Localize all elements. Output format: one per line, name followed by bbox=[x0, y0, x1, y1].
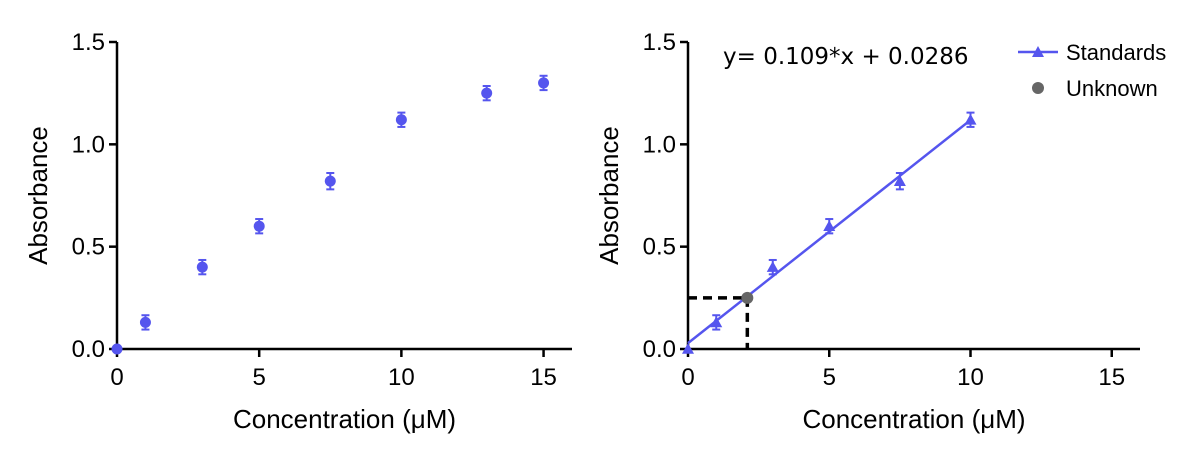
data-point bbox=[538, 77, 550, 89]
chart-1: 0.0 0.5 1.0 1.5 0 5 10 15 Concentration (μM) Abso… bbox=[23, 29, 572, 434]
data-point bbox=[139, 316, 151, 328]
y-axis-label: Absorbance bbox=[23, 126, 53, 265]
data-point-triangle bbox=[823, 220, 836, 231]
data-point-triangle bbox=[766, 261, 779, 272]
legend-label-standards: Standards bbox=[1066, 40, 1166, 65]
y-tick-label: 0.5 bbox=[72, 234, 105, 261]
data-point bbox=[324, 175, 336, 187]
y-tick-label: 0.5 bbox=[643, 234, 676, 261]
y-axis-label: Absorbance bbox=[594, 126, 624, 265]
data-point-triangle bbox=[893, 175, 906, 186]
y-tick-label: 0.0 bbox=[643, 336, 676, 363]
y-tick-label: 0.0 bbox=[72, 336, 105, 363]
data-point-triangle bbox=[964, 113, 977, 125]
legend-label-unknown: Unknown bbox=[1066, 76, 1158, 101]
data-point bbox=[395, 114, 407, 126]
x-tick-label: 5 bbox=[253, 364, 266, 391]
data-point-triangle bbox=[682, 343, 694, 354]
unknown-point bbox=[741, 291, 754, 304]
legend-circle-icon bbox=[1032, 82, 1044, 94]
legend: Standards Unknown bbox=[1018, 40, 1166, 101]
y-tick-label: 1.0 bbox=[72, 131, 105, 158]
x-tick-label: 10 bbox=[388, 364, 415, 391]
x-tick-label: 15 bbox=[1098, 364, 1125, 391]
x-tick-label: 15 bbox=[530, 364, 557, 391]
data-point-triangle bbox=[710, 316, 723, 328]
data-point bbox=[481, 87, 493, 99]
y-tick-label: 1.5 bbox=[643, 29, 676, 56]
y-tick-label: 1.5 bbox=[72, 29, 105, 56]
x-axis-label: Concentration (μM) bbox=[802, 404, 1025, 434]
x-tick-label: 10 bbox=[957, 364, 984, 391]
x-tick-label: 0 bbox=[110, 364, 123, 391]
legend-triangle-icon bbox=[1032, 46, 1044, 57]
data-point bbox=[253, 220, 265, 232]
x-tick-label: 5 bbox=[823, 364, 836, 391]
chart-2: 0.0 0.5 1.0 1.5 0 5 10 15 Concentration (μM) Abso… bbox=[594, 29, 1166, 434]
data-point bbox=[111, 343, 123, 355]
x-axis-label: Concentration (μM) bbox=[233, 404, 456, 434]
x-tick-label: 0 bbox=[681, 364, 694, 391]
y-tick-label: 1.0 bbox=[643, 131, 676, 158]
fit-equation: y= 0.109*x + 0.0286 bbox=[723, 44, 969, 70]
data-point bbox=[196, 261, 208, 273]
